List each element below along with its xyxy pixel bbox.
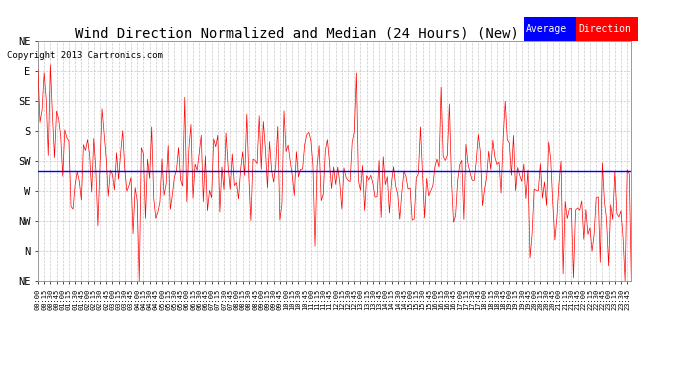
Title: Wind Direction Normalized and Median (24 Hours) (New) 20130601: Wind Direction Normalized and Median (24… xyxy=(75,26,594,40)
Text: Direction: Direction xyxy=(578,24,631,34)
Text: Copyright 2013 Cartronics.com: Copyright 2013 Cartronics.com xyxy=(7,51,163,60)
Text: Average: Average xyxy=(526,24,567,34)
